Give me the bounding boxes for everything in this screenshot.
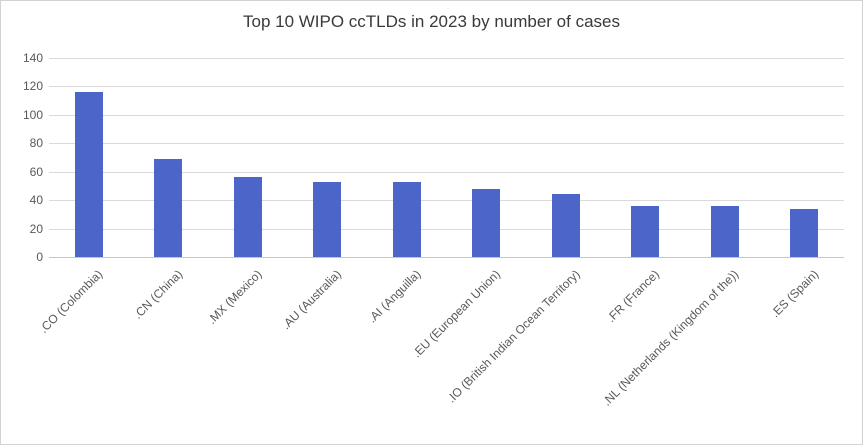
bar-1 — [74, 92, 103, 257]
bar-9 — [710, 205, 739, 257]
y-axis-tick-80: 80 — [29, 136, 43, 151]
y-axis-tick-60: 60 — [29, 164, 43, 179]
x-axis-label-8: .FR (France) — [604, 267, 663, 325]
x-axis-label-6: .EU (European Union) — [409, 267, 504, 361]
x-axis-label-9: .NL (Netherlands (Kingdom of the)) — [600, 267, 742, 409]
bar-8 — [631, 205, 660, 257]
bar-10 — [790, 208, 819, 257]
gridline-20 — [49, 228, 844, 230]
gridline-140 — [49, 58, 844, 59]
x-axis-label-5: .AI (Anguilla) — [365, 267, 424, 326]
x-axis-label-2: .CN (China) — [130, 267, 186, 322]
y-axis-tick-120: 120 — [22, 79, 43, 94]
bar-5 — [392, 181, 421, 257]
bar-7 — [551, 194, 580, 257]
x-axis-label-10: .ES (Spain) — [767, 267, 822, 321]
y-axis-tick-140: 140 — [22, 51, 43, 65]
x-axis-line — [49, 257, 844, 258]
chart-title: Top 10 WIPO ccTLDs in 2023 by number of … — [242, 12, 620, 31]
gridline-40 — [49, 200, 844, 202]
bar-3 — [233, 177, 262, 257]
bar-2 — [154, 158, 183, 257]
y-axis-tick-20: 20 — [29, 221, 43, 236]
x-axis-label-4: .AU (Australia) — [279, 267, 345, 333]
gridline-80 — [49, 143, 844, 145]
y-axis-tick-0: 0 — [36, 250, 43, 264]
x-axis-label-1: .CO (Colombia) — [36, 267, 106, 336]
y-axis-tick-100: 100 — [22, 107, 43, 122]
y-axis-tick-40: 40 — [29, 193, 43, 208]
gridline-120 — [49, 86, 844, 88]
gridline-60 — [49, 171, 844, 173]
gridline-100 — [49, 114, 844, 116]
x-axis-label-7: .IO (British Indian Ocean Territory) — [444, 267, 583, 406]
bar-4 — [313, 181, 342, 257]
x-axis-label-3: .MX (Mexico) — [204, 267, 265, 327]
bar-6 — [472, 188, 501, 257]
